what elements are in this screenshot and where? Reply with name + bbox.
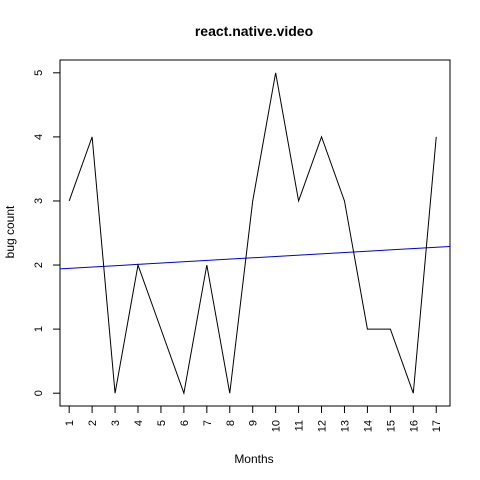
x-tick-label: 10 [271,420,283,432]
y-tick-label: 2 [33,262,45,268]
series-layer [68,72,437,396]
x-tick-label: 6 [179,420,191,426]
chart-title: react.native.video [195,23,313,39]
x-tick-label: 17 [431,420,443,432]
x-tick-label: 5 [156,420,168,426]
y-axis: 0 1 2 3 4 5 [33,70,61,396]
x-tick-label: 13 [339,420,351,432]
x-axis: 1 2 3 4 5 6 7 8 9 10 11 12 13 14 15 16 17 [64,405,443,432]
x-tick-label: 11 [294,420,306,431]
x-tick-label: 2 [87,420,99,426]
trend-layer [59,245,451,270]
x-tick-label: 16 [408,420,420,432]
y-tick-label: 0 [33,390,45,396]
trend-line [59,245,451,270]
series-line [68,72,437,396]
x-tick-label: 4 [133,420,145,426]
x-tick-label: 15 [385,420,397,432]
y-tick-label: 3 [33,198,45,204]
y-tick-label: 4 [33,134,45,140]
x-tick-label: 12 [317,420,329,432]
x-tick-label: 1 [64,420,76,426]
plot-area-border [59,59,451,407]
x-tick-label: 3 [110,420,122,426]
x-tick-label: 7 [202,420,214,426]
x-tick-label: 8 [225,420,237,426]
x-tick-label: 14 [362,420,374,432]
y-tick-label: 5 [33,70,45,76]
y-tick-label: 1 [33,326,45,332]
y-axis-label: bug count [3,205,17,258]
x-axis-label: Months [234,452,273,466]
x-tick-label: 9 [248,420,260,426]
